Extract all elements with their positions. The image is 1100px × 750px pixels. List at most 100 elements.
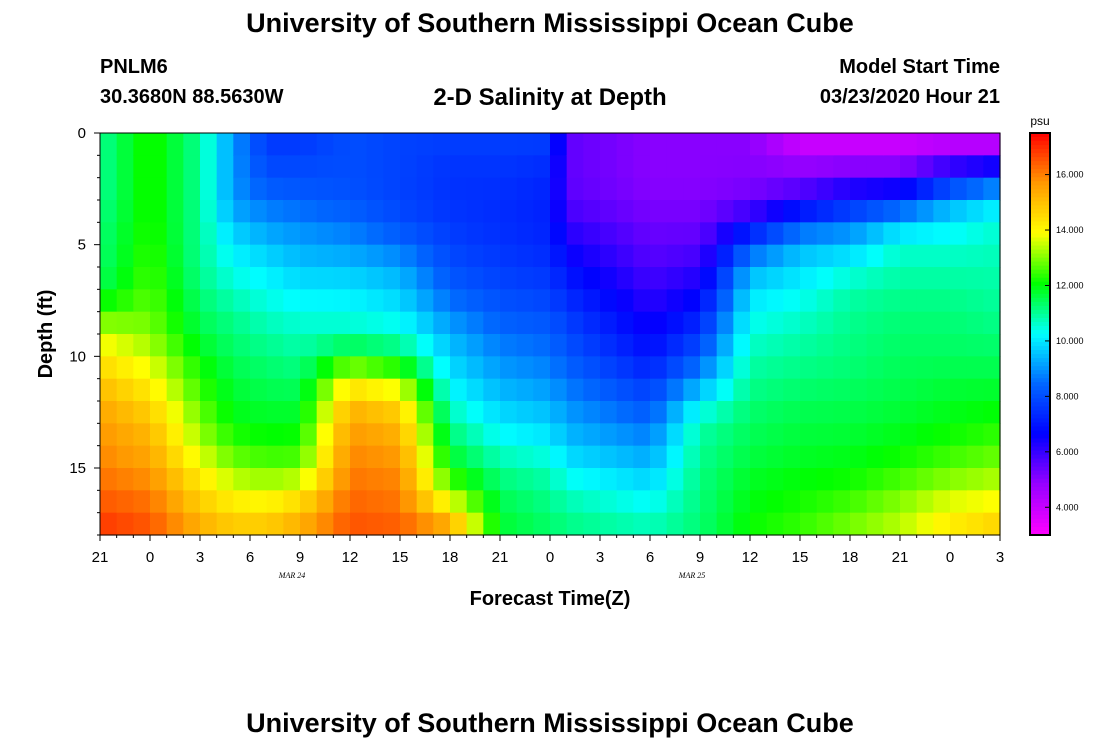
colorbar-segment bbox=[1030, 522, 1050, 528]
heatmap-cell bbox=[583, 356, 601, 380]
heatmap-cell bbox=[833, 401, 851, 424]
heatmap-cell bbox=[500, 200, 518, 223]
heatmap-cell bbox=[333, 155, 351, 179]
heatmap-cell bbox=[883, 133, 901, 156]
heatmap-cell bbox=[650, 222, 668, 246]
heatmap-cell bbox=[100, 378, 118, 402]
heatmap-cell bbox=[333, 423, 351, 447]
heatmap-cell bbox=[100, 423, 118, 447]
heatmap-cell bbox=[850, 222, 868, 246]
heatmap-cell bbox=[316, 311, 334, 335]
heatmap-cell bbox=[616, 378, 634, 402]
heatmap-cell bbox=[533, 334, 551, 357]
heatmap-cell bbox=[650, 512, 668, 536]
heatmap-cell bbox=[366, 267, 384, 290]
heatmap-cell bbox=[850, 244, 868, 268]
colorbar-segment bbox=[1030, 334, 1050, 339]
heatmap-cell bbox=[916, 378, 934, 402]
x-axis-title: Forecast Time(Z) bbox=[470, 588, 631, 610]
heatmap-cell bbox=[833, 177, 851, 201]
heatmap-cell bbox=[700, 334, 718, 357]
heatmap-cell bbox=[883, 244, 901, 268]
heatmap-cell bbox=[383, 222, 401, 246]
heatmap-cell bbox=[583, 512, 601, 536]
heatmap-cell bbox=[383, 177, 401, 201]
heatmap-cell bbox=[883, 490, 901, 514]
heatmap-cell bbox=[250, 490, 268, 514]
heatmap-cell bbox=[766, 200, 784, 223]
heatmap-cell bbox=[900, 200, 918, 223]
heatmap-cell bbox=[766, 512, 784, 536]
colorbar-segment bbox=[1030, 237, 1050, 243]
heatmap-cell bbox=[183, 289, 201, 313]
heatmap-cell bbox=[683, 378, 701, 402]
heatmap-cell bbox=[100, 334, 118, 357]
heatmap-cell bbox=[216, 267, 234, 290]
heatmap-cell bbox=[600, 267, 618, 290]
heatmap-cell bbox=[100, 267, 118, 290]
heatmap-cell bbox=[900, 356, 918, 380]
heatmap-cell bbox=[483, 468, 501, 491]
heatmap-cell bbox=[200, 289, 218, 313]
heatmap-cell bbox=[650, 401, 668, 424]
colorbar-segment bbox=[1030, 313, 1050, 319]
heatmap-cell bbox=[900, 445, 918, 469]
heatmap-cell bbox=[766, 445, 784, 469]
heatmap-cell bbox=[300, 155, 318, 179]
heatmap-cell bbox=[800, 445, 818, 469]
colorbar-segment bbox=[1030, 169, 1050, 174]
colorbar-segment bbox=[1030, 466, 1050, 472]
heatmap-cell bbox=[966, 490, 984, 514]
heatmap-cell bbox=[116, 289, 134, 313]
heatmap-cell bbox=[316, 512, 334, 536]
heatmap-cell bbox=[150, 423, 168, 447]
heatmap-cell bbox=[416, 311, 434, 335]
heatmap-cell bbox=[183, 356, 201, 380]
heatmap-cell bbox=[100, 490, 118, 514]
heatmap-cell bbox=[716, 378, 734, 402]
heatmap-cell bbox=[533, 222, 551, 246]
colorbar-segment bbox=[1030, 157, 1050, 162]
heatmap-cell bbox=[966, 378, 984, 402]
heatmap-cell bbox=[383, 512, 401, 536]
heatmap-cell bbox=[950, 155, 968, 179]
heatmap-cell bbox=[200, 378, 218, 402]
heatmap-cell bbox=[933, 289, 951, 313]
heatmap-cell bbox=[916, 200, 934, 223]
colorbar-segment bbox=[1030, 209, 1050, 214]
heatmap-cell bbox=[800, 378, 818, 402]
heatmap-cell bbox=[383, 423, 401, 447]
heatmap-cell bbox=[716, 334, 734, 357]
heatmap-cell bbox=[516, 423, 534, 447]
heatmap-cell bbox=[216, 155, 234, 179]
heatmap-cell bbox=[416, 378, 434, 402]
heatmap-cell bbox=[150, 200, 168, 223]
heatmap-cell bbox=[133, 311, 151, 335]
heatmap-cell bbox=[866, 334, 884, 357]
heatmap-cell bbox=[650, 177, 668, 201]
heatmap-cell bbox=[583, 244, 601, 268]
heatmap-cell bbox=[516, 356, 534, 380]
heatmap-cell bbox=[400, 133, 418, 156]
heatmap-cell bbox=[533, 356, 551, 380]
heatmap-cell bbox=[683, 200, 701, 223]
heatmap-cell bbox=[566, 468, 584, 491]
heatmap-cell bbox=[233, 378, 251, 402]
heatmap-cell bbox=[133, 155, 151, 179]
heatmap-cell bbox=[433, 155, 451, 179]
heatmap-cell bbox=[666, 200, 684, 223]
heatmap-cell bbox=[183, 177, 201, 201]
heatmap-cell bbox=[666, 378, 684, 402]
heatmap-cell bbox=[283, 177, 301, 201]
colorbar-segment bbox=[1030, 526, 1050, 532]
heatmap-cell bbox=[316, 423, 334, 447]
heatmap-cell bbox=[416, 490, 434, 514]
heatmap-cell bbox=[933, 177, 951, 201]
heatmap-cell bbox=[383, 378, 401, 402]
heatmap-cell bbox=[216, 200, 234, 223]
heatmap-cell bbox=[566, 334, 584, 357]
heatmap-cell bbox=[950, 490, 968, 514]
heatmap-cell bbox=[366, 378, 384, 402]
heatmap-cell bbox=[866, 289, 884, 313]
y-tick-label: 0 bbox=[78, 125, 86, 142]
